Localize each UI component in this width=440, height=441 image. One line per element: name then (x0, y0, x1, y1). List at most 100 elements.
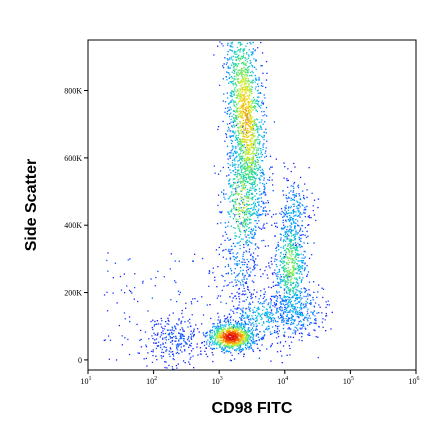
event-dot (248, 69, 250, 71)
event-dot (288, 270, 290, 272)
event-dot (272, 273, 274, 276)
event-dot (234, 276, 237, 278)
event-dot (246, 337, 248, 340)
event-dot (103, 339, 105, 342)
event-dot (224, 336, 226, 338)
event-dot (241, 294, 243, 296)
event-dot (254, 146, 257, 148)
event-dot (230, 46, 232, 48)
event-dot (170, 299, 172, 301)
event-dot (246, 272, 248, 274)
event-dot (259, 194, 261, 196)
event-dot (307, 320, 309, 322)
event-dot (255, 220, 257, 222)
event-dot (308, 216, 311, 219)
event-dot (235, 203, 237, 205)
event-dot (233, 91, 235, 93)
event-dot (209, 330, 211, 332)
event-dot (276, 311, 278, 314)
event-dot (236, 291, 238, 294)
event-dot (245, 250, 247, 252)
event-dot (221, 327, 223, 329)
event-dot (240, 335, 242, 337)
event-dot (278, 249, 280, 251)
event-dot (289, 254, 291, 256)
event-dot (238, 186, 240, 188)
event-dot (248, 151, 250, 153)
event-dot (245, 149, 247, 151)
event-dot (217, 45, 219, 47)
event-dot (289, 239, 291, 241)
event-dot (227, 53, 229, 56)
event-dot (180, 320, 183, 322)
event-dot (248, 203, 250, 206)
event-dot (226, 339, 228, 341)
event-dot (301, 313, 303, 315)
event-dot (243, 226, 246, 228)
event-dot (184, 349, 186, 351)
event-dot (192, 348, 194, 350)
event-dot (271, 224, 273, 226)
event-dot (311, 254, 313, 256)
event-dot (250, 219, 252, 221)
event-dot (251, 127, 254, 130)
event-dot (295, 193, 298, 195)
event-dot (232, 218, 234, 220)
event-dot (233, 105, 235, 107)
event-dot (306, 189, 308, 191)
event-dot (309, 294, 311, 296)
event-dot (292, 191, 294, 193)
event-dot (168, 314, 171, 316)
event-dot (297, 285, 299, 287)
event-dot (263, 134, 265, 137)
event-dot (299, 202, 301, 204)
event-dot (252, 156, 254, 159)
event-dot (272, 213, 275, 216)
event-dot (223, 285, 225, 287)
event-dot (241, 328, 243, 330)
event-dot (236, 338, 239, 340)
event-dot (231, 64, 233, 66)
event-dot (157, 332, 159, 334)
event-dot (232, 187, 234, 190)
event-dot (220, 326, 222, 328)
event-dot (248, 144, 250, 146)
event-dot (246, 117, 248, 120)
event-dot (248, 86, 250, 88)
event-dot (293, 307, 296, 310)
event-dot (221, 342, 223, 345)
event-dot (292, 222, 295, 224)
event-dot (253, 120, 255, 122)
event-dot (280, 314, 282, 316)
event-dot (246, 266, 248, 268)
event-dot (239, 282, 241, 284)
event-dot (225, 330, 227, 332)
event-dot (251, 147, 254, 149)
event-dot (235, 199, 238, 201)
event-dot (252, 128, 254, 130)
event-dot (278, 325, 280, 327)
event-dot (208, 345, 210, 347)
event-dot (265, 79, 268, 81)
event-dot (242, 264, 244, 266)
event-dot (277, 333, 279, 335)
event-dot (257, 161, 259, 164)
event-dot (238, 342, 240, 345)
event-dot (237, 170, 239, 172)
event-dot (262, 336, 264, 339)
event-dot (279, 302, 281, 304)
event-dot (245, 222, 247, 224)
event-dot (246, 314, 248, 316)
event-dot (296, 200, 298, 202)
event-dot (287, 179, 289, 182)
event-dot (230, 332, 232, 334)
event-dot (156, 334, 158, 336)
event-dot (254, 160, 256, 162)
event-dot (166, 367, 168, 369)
event-dot (263, 210, 265, 212)
event-dots (103, 41, 333, 371)
event-dot (267, 213, 269, 215)
event-dot (218, 316, 220, 318)
event-dot (239, 178, 241, 180)
event-dot (296, 312, 298, 314)
